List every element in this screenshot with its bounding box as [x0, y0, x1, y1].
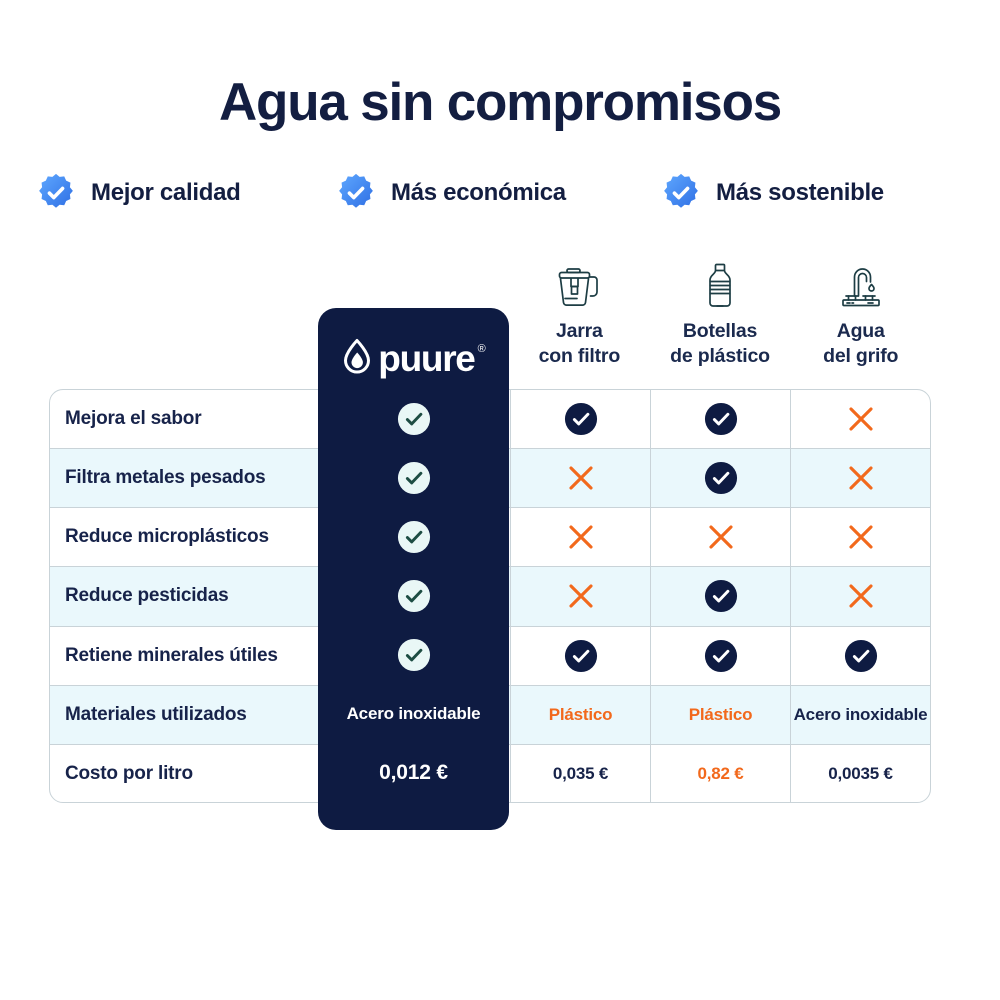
- column-header-line1: Jarra: [555, 320, 603, 342]
- benefits-row: Mejor calidad Más económica Más sostenib…: [35, 172, 965, 214]
- benefit-label: Más sostenible: [716, 179, 884, 206]
- column-header-line1: Agua: [836, 320, 885, 342]
- check-mark-icon: [704, 461, 738, 495]
- table-cell: [650, 449, 790, 508]
- table-cell: 0,82 €: [650, 744, 790, 802]
- table-row: Costo por litro 0,035 €0,82 €0,0035 €: [50, 744, 930, 802]
- puure-cell: 0,012 €: [379, 761, 448, 785]
- benefit-item-quality: Mejor calidad: [35, 172, 335, 214]
- cross-mark-icon: [706, 522, 736, 552]
- cross-mark-icon: [846, 463, 876, 493]
- cross-mark-icon: [846, 404, 876, 434]
- column-header-label: Botellas de plástico: [670, 319, 770, 369]
- check-mark-icon: [704, 579, 738, 613]
- pitcher-icon: [553, 258, 605, 310]
- table-cell: Plástico: [510, 685, 650, 744]
- water-drop-icon: [341, 337, 373, 380]
- puure-cell: [318, 448, 509, 507]
- table-cell: [650, 626, 790, 685]
- column-header-label: Jarra con filtro: [538, 319, 621, 369]
- check-mark-icon: [704, 402, 738, 436]
- check-mark-icon: [397, 638, 431, 672]
- comparison-column-headers: Jarra con filtro Botellas de plástico: [509, 258, 931, 369]
- row-label: Filtra metales pesados: [65, 467, 266, 489]
- plastic-bottle-icon: [704, 258, 736, 310]
- check-mark-icon: [397, 579, 431, 613]
- table-cell: [650, 567, 790, 626]
- table-cell: [510, 449, 650, 508]
- row-label: Retiene minerales útiles: [65, 644, 278, 666]
- column-header-label: Agua del grifo: [823, 319, 898, 369]
- puure-wordmark: puure: [378, 338, 476, 379]
- puure-cell: [318, 507, 509, 566]
- benefit-item-sustainable: Más sostenible: [660, 172, 960, 214]
- table-cell: Acero inoxidable: [790, 685, 930, 744]
- row-label: Mejora el sabor: [65, 408, 202, 430]
- table-cell: [790, 390, 930, 449]
- check-mark-icon: [397, 520, 431, 554]
- table-cell: [790, 508, 930, 567]
- row-label: Reduce pesticidas: [65, 585, 229, 607]
- page-title: Agua sin compromisos: [218, 73, 782, 132]
- table-cell: [510, 390, 650, 449]
- row-label: Materiales utilizados: [65, 703, 247, 725]
- row-label: Reduce microplásticos: [65, 526, 269, 548]
- table-cell: [790, 449, 930, 508]
- table-row: Mejora el sabor: [50, 390, 930, 450]
- check-mark-icon: [704, 639, 738, 673]
- table-cell: 0,035 €: [510, 744, 650, 802]
- cross-mark-icon: [846, 522, 876, 552]
- puure-logo: puure ®: [318, 337, 509, 380]
- benefit-label: Más económica: [391, 179, 566, 206]
- cross-mark-icon: [566, 463, 596, 493]
- table-cell: [790, 567, 930, 626]
- table-cell: [510, 626, 650, 685]
- benefit-item-economical: Más económica: [335, 172, 660, 214]
- column-header-line2: del grifo: [823, 344, 899, 367]
- puure-cell: Acero inoxidable: [346, 704, 481, 724]
- verified-badge-icon: [35, 172, 77, 214]
- table-cell: Plástico: [650, 685, 790, 744]
- puure-cell: [318, 389, 509, 448]
- cross-mark-icon: [566, 522, 596, 552]
- trademark-symbol: ®: [477, 343, 486, 355]
- check-mark-icon: [397, 402, 431, 436]
- puure-column-cells: Acero inoxidable 0,012 €: [318, 389, 509, 803]
- table-cell: [510, 567, 650, 626]
- verified-badge-icon: [335, 172, 377, 214]
- faucet-icon: [837, 258, 885, 310]
- check-mark-icon: [397, 461, 431, 495]
- column-header-bottle: Botellas de plástico: [650, 258, 791, 369]
- puure-cell: [318, 626, 509, 685]
- table-cell: [650, 508, 790, 567]
- table-cell: [510, 508, 650, 567]
- column-header-pitcher: Jarra con filtro: [509, 258, 650, 369]
- row-label: Costo por litro: [65, 763, 193, 785]
- check-mark-icon: [564, 639, 598, 673]
- cross-mark-icon: [566, 581, 596, 611]
- column-header-line2: de plástico: [670, 344, 770, 367]
- table-cell: 0,0035 €: [790, 744, 930, 802]
- table-cell: [790, 626, 930, 685]
- table-cell: [650, 390, 790, 449]
- column-header-tap: Agua del grifo: [790, 258, 931, 369]
- puure-cell: [318, 566, 509, 625]
- column-header-line2: con filtro: [538, 344, 621, 367]
- check-mark-icon: [564, 402, 598, 436]
- verified-badge-icon: [660, 172, 702, 214]
- puure-highlight-card: puure ® Acero inoxidable 0,012 €: [318, 308, 509, 830]
- benefit-label: Mejor calidad: [91, 179, 241, 206]
- cross-mark-icon: [846, 581, 876, 611]
- check-mark-icon: [844, 639, 878, 673]
- column-header-line1: Botellas: [682, 320, 758, 342]
